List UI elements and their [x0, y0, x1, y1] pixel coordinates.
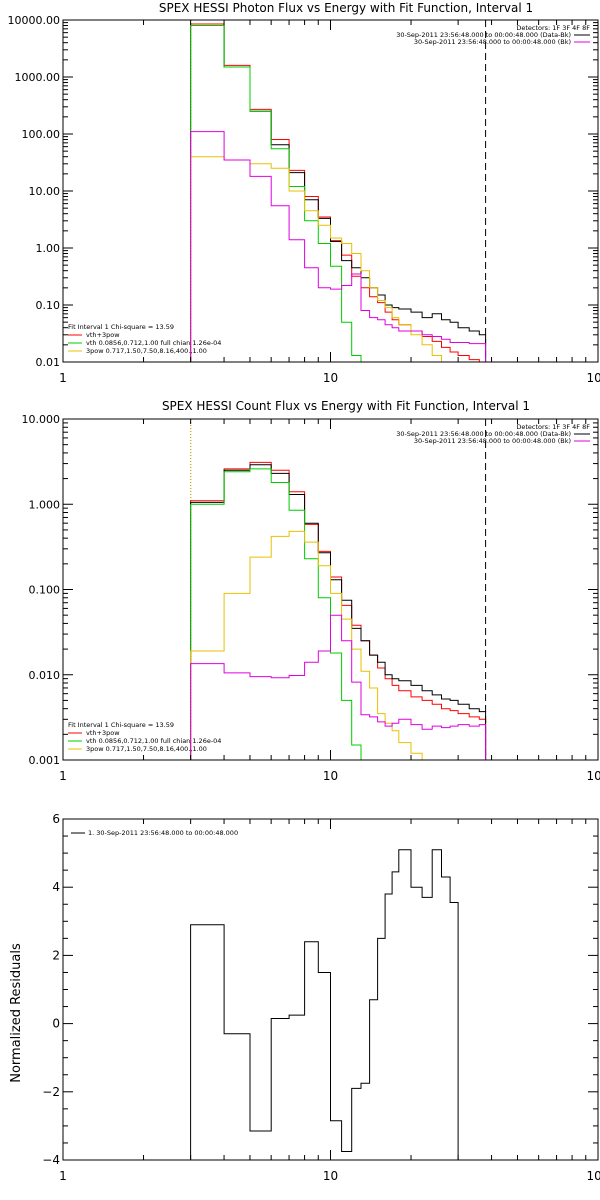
x-tick-label: 10 [323, 769, 338, 783]
y-tick-label: 100.00 [22, 128, 61, 141]
series-line-vth-3pow [190, 461, 487, 760]
y-tick-label: 0.10 [36, 299, 61, 312]
legend-label: vth 0.0856,0.712,1.00 full chian 1.26e-0… [86, 339, 221, 347]
series-line-bk [190, 614, 487, 760]
x-tick-label: 100 [587, 769, 600, 783]
series-line-resid [190, 849, 459, 1160]
legend-header: Detectors: 1F 3F 4F 8F [516, 423, 590, 431]
series-line-data-bk [190, 464, 487, 760]
x-tick-label: 100 [587, 1169, 600, 1183]
legend-label: 3pow 0.717,1.50,7.50,8.16,400.,1.00 [86, 347, 207, 355]
legend-label: 30-Sep-2011 23:56:48.000 to 00:00:48.000… [396, 31, 571, 39]
legend: 1. 30-Sep-2011 23:56:48.000 to 00:00:48.… [71, 829, 238, 837]
series-line-vth-3pow [190, 23, 487, 362]
y-tick-label: 0.100 [29, 584, 61, 597]
series-line-bk [190, 131, 487, 362]
legend-header: Fit Interval 1 Chi-square = 13.59 [68, 721, 174, 729]
y-tick-label: 10000.00 [8, 14, 61, 27]
y-tick-label: 6 [52, 812, 60, 826]
plot-frame [62, 19, 599, 363]
plot-lines [190, 849, 459, 1160]
y-tick-label: 0 [52, 1017, 60, 1031]
y-tick-label: 2 [52, 948, 60, 962]
x-tick-label: 10 [323, 371, 338, 385]
series-line-vth [190, 468, 362, 760]
series-line-vth [190, 25, 362, 362]
chart-title: SPEX HESSI Count Flux vs Energy with Fit… [162, 399, 530, 413]
series-line-3pow [190, 156, 442, 362]
legend-label: vth 0.0856,0.712,1.00 full chian 1.26e-0… [86, 737, 221, 745]
plot-lines [190, 20, 487, 362]
y-tick-label: −4 [42, 1153, 60, 1167]
legend-header: Detectors: 1F 3F 4F 8F [516, 24, 590, 32]
legend-label: 1. 30-Sep-2011 23:56:48.000 to 00:00:48.… [88, 829, 238, 837]
y-tick-label: 1000.00 [15, 71, 61, 84]
x-tick-label: 1 [59, 769, 67, 783]
y-axis-label: Normalized Residuals [9, 943, 24, 1083]
legend-label: 30-Sep-2011 23:56:48.000 to 00:00:48.000… [414, 38, 571, 46]
legend-label: 30-Sep-2011 23:56:48.000 to 00:00:48.000… [414, 437, 571, 445]
legend-label: 3pow 0.717,1.50,7.50,8.16,400.,1.00 [86, 745, 207, 753]
axes: 1 10 100 −4 −2 0 2 4 6 [42, 812, 600, 1183]
plot-lines [190, 419, 487, 760]
series-line-data-bk [190, 25, 487, 362]
residuals-panel: Normalized Residuals 1 10 100 −4 −2 0 2 4 6 1. 3… [9, 812, 600, 1183]
series-line-3pow [190, 530, 423, 760]
x-tick-label: 1 [59, 1169, 67, 1183]
x-tick-label: 1 [59, 371, 67, 385]
y-tick-label: 10.00 [29, 185, 61, 198]
y-tick-label: 10.000 [22, 413, 61, 426]
axes: 1 10 100 0.01 0.10 1.00 10.00 100.00 1000.00 1000… [8, 14, 600, 385]
photon-flux-panel: SPEX HESSI Photon Flux vs Energy with Fi… [8, 1, 600, 385]
y-tick-label: 0.001 [29, 754, 61, 767]
chart-title: SPEX HESSI Photon Flux vs Energy with Fi… [159, 1, 533, 15]
x-tick-label: 100 [587, 371, 600, 385]
axes: 1 10 100 0.001 0.010 0.100 1.000 10.000 [22, 413, 600, 783]
y-tick-label: 1.00 [36, 242, 61, 255]
y-tick-label: 4 [52, 880, 60, 894]
legend-label: vth+3pow [86, 331, 120, 339]
legend-label: 30-Sep-2011 23:56:48.000 to 00:00:48.000… [396, 430, 571, 438]
legend-label: vth+3pow [86, 729, 120, 737]
y-tick-label: 0.010 [29, 669, 61, 682]
y-tick-label: −2 [42, 1085, 60, 1099]
x-tick-label: 10 [323, 1169, 338, 1183]
y-tick-label: 1.000 [29, 498, 61, 511]
y-tick-label: 0.01 [36, 356, 61, 369]
count-flux-panel: SPEX HESSI Count Flux vs Energy with Fit… [22, 399, 600, 783]
legend-header: Fit Interval 1 Chi-square = 13.59 [68, 323, 174, 331]
